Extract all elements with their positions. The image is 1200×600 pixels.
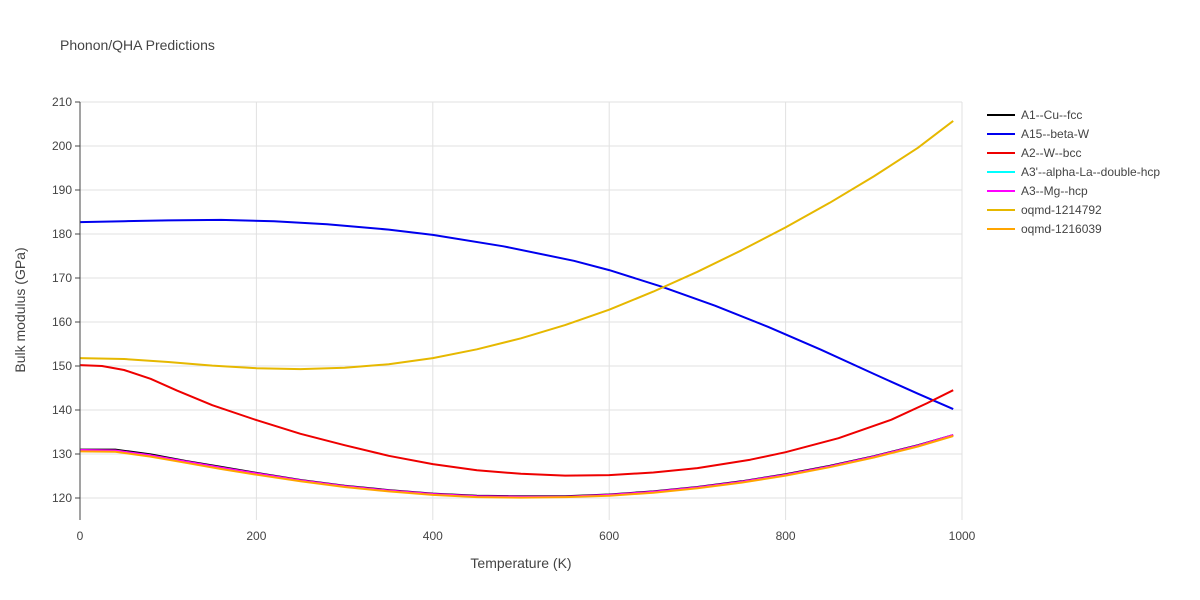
y-tick-label: 160 bbox=[52, 315, 72, 329]
y-tick-label: 180 bbox=[52, 227, 72, 241]
y-tick-label: 140 bbox=[52, 403, 72, 417]
series-line bbox=[79, 364, 954, 477]
x-tick-label: 0 bbox=[77, 529, 84, 543]
x-tick-label: 200 bbox=[246, 529, 266, 543]
chart-title: Phonon/QHA Predictions bbox=[60, 37, 215, 53]
legend-label: A3'--alpha-La--double-hcp bbox=[1021, 165, 1160, 179]
axes: 0 200 400 600 800 1000 120 130 140 150 160 170 180 19… bbox=[52, 95, 976, 543]
y-tick-label: 170 bbox=[52, 271, 72, 285]
series-line bbox=[79, 435, 954, 499]
y-tick-label: 120 bbox=[52, 491, 72, 505]
y-tick-label: 130 bbox=[52, 447, 72, 461]
legend-label: A1--Cu--fcc bbox=[1021, 108, 1082, 122]
y-axis-title: Bulk modulus (GPa) bbox=[12, 247, 28, 372]
legend-label: oqmd-1216039 bbox=[1021, 222, 1102, 236]
y-tick-label: 190 bbox=[52, 183, 72, 197]
legend-label: A2--W--bcc bbox=[1021, 146, 1081, 160]
plot-area bbox=[79, 120, 954, 499]
legend: A1--Cu--fcc A15--beta-W A2--W--bcc A3'--alp… bbox=[987, 108, 1160, 236]
x-tick-label: 1000 bbox=[949, 529, 976, 543]
y-tick-label: 210 bbox=[52, 95, 72, 109]
series-line bbox=[79, 218, 954, 411]
grid bbox=[80, 101, 963, 520]
legend-label: A15--beta-W bbox=[1021, 127, 1090, 141]
y-tick-label: 200 bbox=[52, 139, 72, 153]
y-tick-label: 150 bbox=[52, 359, 72, 373]
legend-label: oqmd-1214792 bbox=[1021, 203, 1102, 217]
legend-label: A3--Mg--hcp bbox=[1021, 184, 1088, 198]
series-line bbox=[79, 434, 954, 498]
x-tick-label: 400 bbox=[423, 529, 443, 543]
x-tick-label: 600 bbox=[599, 529, 619, 543]
series-line bbox=[79, 120, 954, 371]
x-axis-title: Temperature (K) bbox=[470, 555, 571, 571]
x-tick-label: 800 bbox=[776, 529, 796, 543]
